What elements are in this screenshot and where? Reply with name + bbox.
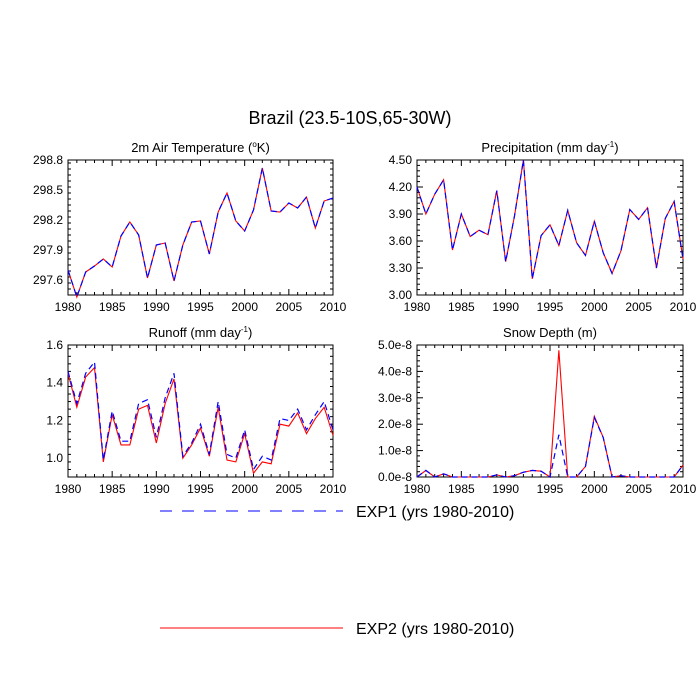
panels: 2m Air Temperature (oK) 1980 1985 1990 1995 2… [33,140,697,496]
x-tick-label: 2010 [320,482,347,496]
y-tick-label: 1.0e-8 [378,444,412,458]
y-tick-label: 3.0e-8 [378,391,412,405]
panel-title: Snow Depth (m) [503,325,597,340]
series-line-exp2 [67,366,334,475]
x-tick-label: 2010 [670,482,697,496]
y-tick-label: 1.4 [46,376,63,390]
x-tick-label: 2005 [625,300,652,314]
panel-title-main: Precipitation (mm day [481,140,607,155]
x-tick-label: 2000 [231,482,258,496]
x-tick-label: 1990 [143,482,170,496]
panel-title-end: K) [257,140,270,155]
panel-title-main: Runoff (mm day [149,325,242,340]
series-line-exp2 [416,159,684,279]
x-tick-label: 1980 [55,482,82,496]
y-tick-label: 1.0 [46,451,63,465]
y-tick-label: 4.0e-8 [378,364,412,378]
x-tick-label: 1990 [143,300,170,314]
panel-title: Precipitation (mm day-1) [481,140,618,155]
plot-frame [416,344,684,478]
series-line-exp1 [416,415,684,478]
panel-4: Snow Depth (m) 1980 1985 1990 1995 2000 2005 20… [378,325,697,496]
y-tick-label: 297.9 [33,243,63,257]
panel-title-end: ) [248,325,252,340]
y-tick-label: 298.8 [33,153,63,167]
series-line-exp2 [416,350,684,478]
y-tick-label: 3.00 [389,288,413,302]
x-tick-label: 1995 [537,300,564,314]
x-tick-label: 2010 [670,300,697,314]
y-tick-label: 4.20 [389,180,413,194]
x-tick-label: 1980 [404,482,431,496]
panel-title-main: 2m Air Temperature ( [131,140,253,155]
x-tick-label: 1980 [55,300,82,314]
series-line-exp2 [67,167,334,299]
panel-title-end: ) [614,140,618,155]
panel-title-sup: -1 [241,325,249,334]
y-tick-label: 3.30 [389,261,413,275]
panel-1: 2m Air Temperature (oK) 1980 1985 1990 1995 2… [33,140,347,314]
plot-frame [416,159,684,296]
x-tick-label: 1985 [99,482,126,496]
y-tick-label: 1.6 [46,338,63,352]
series-line-exp1 [416,159,684,279]
y-tick-label: 2.0e-8 [378,417,412,431]
x-tick-label: 2005 [275,300,302,314]
y-tick-label: 297.6 [33,273,63,287]
x-tick-label: 1985 [99,300,126,314]
panel-2: Precipitation (mm day-1) 1980 1985 1990 1995… [389,140,697,314]
x-tick-label: 2000 [581,482,608,496]
x-tick-label: 1995 [537,482,564,496]
x-tick-label: 2000 [231,300,258,314]
legend: EXP1 (yrs 1980-2010) EXP2 (yrs 1980-2010… [160,504,514,638]
x-tick-label: 1995 [187,300,214,314]
series-line-exp1 [67,167,334,299]
x-tick-label: 1985 [448,482,475,496]
x-tick-label: 2010 [320,300,347,314]
series-line-exp1 [67,360,334,471]
x-tick-label: 1990 [492,300,519,314]
y-tick-label: 3.60 [389,234,413,248]
x-tick-label: 1980 [404,300,431,314]
panel-title-main: Snow Depth (m) [503,325,597,340]
panel-title: Runoff (mm day-1) [149,325,253,340]
x-tick-label: 1995 [187,482,214,496]
panel-title: 2m Air Temperature (oK) [131,140,270,155]
y-tick-label: 0.0e-8 [378,470,412,484]
plot-frame [67,159,334,296]
y-tick-label: 298.2 [33,213,63,227]
x-tick-label: 1985 [448,300,475,314]
x-tick-label: 2005 [275,482,302,496]
panel-title-sup: o [252,140,257,149]
x-tick-label: 1990 [492,482,519,496]
panel-title-sup: -1 [607,140,615,149]
y-tick-label: 4.50 [389,153,413,167]
legend-label-exp1: EXP1 (yrs 1980-2010) [356,504,514,521]
x-tick-label: 2005 [625,482,652,496]
y-tick-label: 298.5 [33,183,63,197]
y-tick-label: 1.2 [46,413,63,427]
x-tick-label: 2000 [581,300,608,314]
y-tick-label: 5.0e-8 [378,338,412,352]
y-tick-label: 3.90 [389,207,413,221]
legend-label-exp2: EXP2 (yrs 1980-2010) [356,621,514,638]
panel-3: Runoff (mm day-1) 1980 1985 1990 1995 2000 200… [46,325,346,496]
plot-frame [67,344,334,478]
figure-title: Brazil (23.5-10S,65-30W) [248,108,451,128]
